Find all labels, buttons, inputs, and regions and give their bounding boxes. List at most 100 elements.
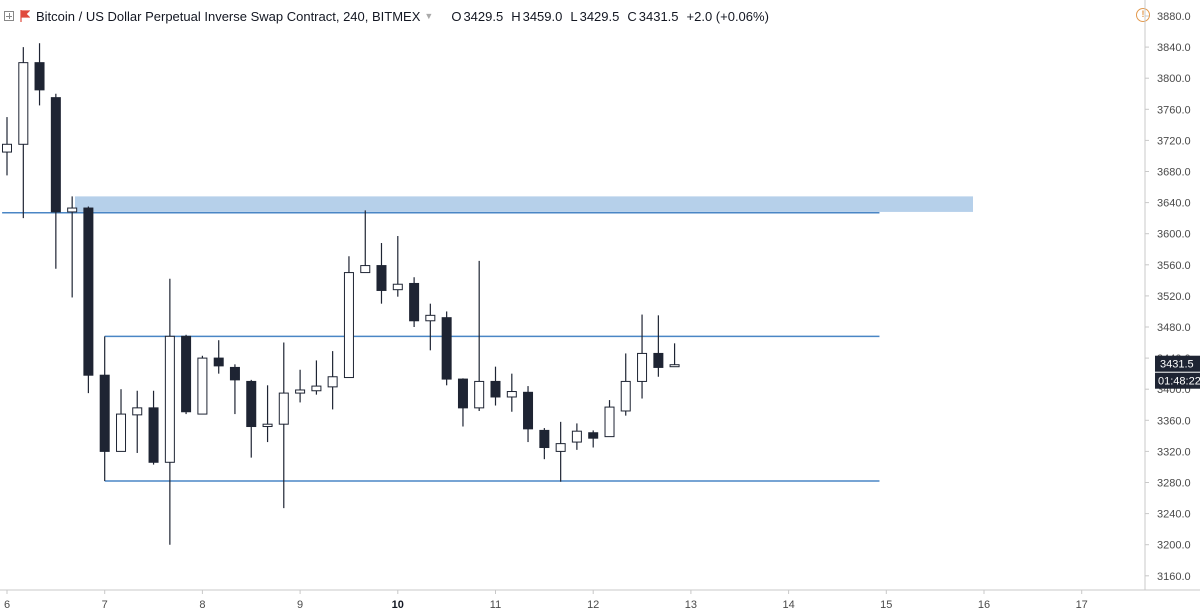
y-tick-label: 3880.0: [1157, 11, 1191, 23]
y-tick-label: 3680.0: [1157, 167, 1191, 179]
candle-bull: [506, 373, 517, 412]
expand-icon[interactable]: [4, 11, 14, 21]
candle-body: [262, 423, 273, 428]
hlines-layer: [2, 211, 880, 482]
candle-bear: [213, 340, 224, 374]
candle-body: [392, 283, 403, 291]
x-tick-label: 6: [4, 599, 10, 611]
candle-body: [539, 429, 550, 449]
candle-bull: [18, 47, 29, 219]
y-tick-label: 3280.0: [1157, 478, 1191, 490]
candle-body: [132, 407, 143, 416]
x-tick-label: 9: [297, 599, 303, 611]
candle-bull: [327, 351, 338, 410]
candle-bull: [571, 423, 582, 450]
candle-body: [18, 62, 29, 145]
high-value: 3459.0: [522, 8, 563, 24]
x-tick-label: 10: [392, 599, 404, 611]
x-tick-label: 16: [978, 599, 990, 611]
candle-body: [637, 352, 648, 382]
y-tick-label: 3240.0: [1157, 509, 1191, 521]
candle-body: [506, 391, 517, 398]
candle-bull: [474, 260, 485, 411]
change-value: +2.0 (+0.06%): [686, 8, 769, 24]
y-tick-label: 3640.0: [1157, 198, 1191, 210]
candle-body: [181, 335, 192, 413]
candle-bear: [34, 43, 45, 106]
candle-body: [278, 392, 289, 425]
candle-body: [67, 207, 78, 213]
price-tag-value: 3431.5: [1160, 359, 1194, 371]
chevron-down-icon[interactable]: ▼: [424, 11, 434, 21]
candle-bear: [246, 379, 257, 458]
candle-body: [604, 406, 615, 438]
candle-bear: [409, 277, 420, 327]
candle-body: [99, 374, 110, 452]
resistance-zone: [75, 196, 973, 212]
candle-body: [213, 357, 224, 367]
candle-body: [148, 407, 159, 463]
candle-bear: [523, 386, 534, 443]
y-tick-label: 3720.0: [1157, 135, 1191, 147]
candle-body: [116, 413, 127, 452]
candle-body: [34, 62, 45, 91]
candle-body: [620, 380, 631, 412]
candle-bull: [604, 400, 615, 438]
y-tick-label: 3480.0: [1157, 322, 1191, 334]
x-tick-label: 17: [1076, 599, 1088, 611]
candle-body: [555, 443, 566, 452]
candle-bear: [490, 366, 501, 406]
open-value: 3429.5: [463, 8, 504, 24]
x-tick-label: 12: [587, 599, 599, 611]
candle-body: [164, 335, 175, 463]
low-label: L: [570, 8, 578, 24]
candle-body: [343, 272, 354, 379]
axes-layer: [0, 0, 1200, 591]
x-tick-label: 8: [199, 599, 205, 611]
candle-bear: [376, 243, 387, 304]
candle-bull: [295, 369, 306, 403]
candles-layer: [2, 43, 680, 545]
y-tick-label: 3560.0: [1157, 260, 1191, 272]
symbol-title[interactable]: Bitcoin / US Dollar Perpetual Inverse Sw…: [36, 8, 421, 24]
chart-header: Bitcoin / US Dollar Perpetual Inverse Sw…: [0, 0, 1140, 32]
candle-body: [490, 380, 501, 398]
candle-bull: [360, 210, 371, 274]
candle-bear: [457, 378, 468, 427]
candle-body: [376, 265, 387, 291]
candle-bull: [2, 117, 12, 176]
alert-icon[interactable]: !: [1136, 8, 1150, 22]
candle-body: [523, 391, 534, 430]
y-tick-label: 3800.0: [1157, 73, 1191, 85]
ticks-layer: 3880.0 3840.0 3800.0 3760.0 3720.0 3680.0 3640…: [4, 11, 1191, 611]
x-tick-label: 15: [880, 599, 892, 611]
candle-bull: [67, 196, 78, 298]
x-tick-label: 13: [685, 599, 697, 611]
close-value: 3431.5: [638, 8, 679, 24]
candle-bull: [164, 278, 175, 545]
candle-bull: [669, 343, 680, 368]
candle-bear: [148, 390, 159, 465]
candle-body: [409, 282, 420, 322]
candle-body: [441, 317, 452, 380]
y-tick-label: 3160.0: [1157, 571, 1191, 583]
y-tick-label: 3320.0: [1157, 446, 1191, 458]
high-label: H: [511, 8, 521, 24]
candle-body: [229, 366, 240, 381]
candle-bear: [50, 93, 61, 269]
candle-bull: [278, 342, 289, 509]
price-tag: [1155, 355, 1200, 372]
y-tick-label: 3520.0: [1157, 291, 1191, 303]
candle-bull: [620, 353, 631, 416]
countdown-tag: [1155, 372, 1200, 389]
candle-bear: [229, 364, 240, 415]
open-label: O: [451, 8, 462, 24]
candle-body: [653, 352, 664, 368]
candle-body: [50, 97, 61, 213]
candle-bull: [555, 421, 566, 482]
x-tick-label: 11: [490, 599, 501, 611]
candle-bear: [83, 206, 94, 394]
candle-bear: [588, 430, 599, 448]
candle-body: [457, 378, 468, 409]
